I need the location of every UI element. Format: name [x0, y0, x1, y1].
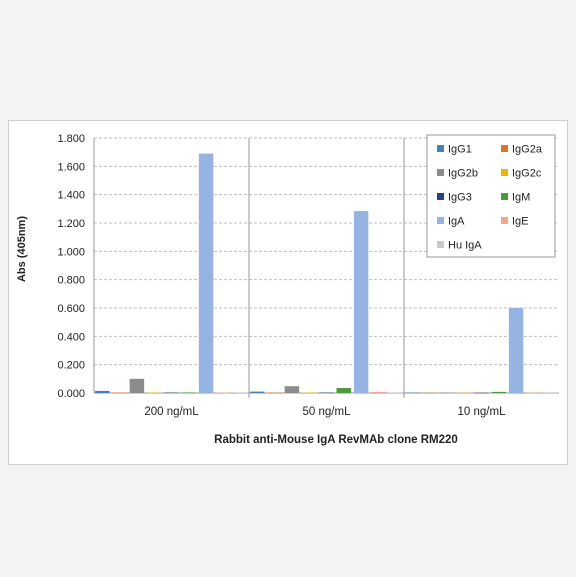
- bar-chart: 0.000 0.200 0.400 0.600 0.800 1.000 1.200 1.400…: [16, 133, 559, 446]
- y-tick-label: 1.800: [57, 133, 85, 145]
- chart-frame: 0.000 0.200 0.400 0.600 0.800 1.000 1.200 1.400…: [8, 120, 568, 465]
- legend-entry-label: IgG2c: [512, 168, 542, 180]
- bars: [95, 153, 558, 394]
- bar-igm: [181, 392, 197, 393]
- legend-entry-label: IgG2b: [448, 168, 478, 180]
- legend-entry-label: IgE: [512, 216, 529, 228]
- y-tick-label: 0.400: [57, 331, 85, 343]
- x-category-label: 200 ng/mL: [144, 406, 199, 418]
- legend-swatch: [501, 217, 508, 224]
- y-tick-label: 1.600: [57, 161, 85, 173]
- y-tick-label: 0.800: [57, 275, 85, 287]
- bar-iga: [508, 308, 524, 393]
- bar-igm: [491, 391, 507, 393]
- bar-igg2c: [146, 392, 162, 394]
- bar-igg2b: [284, 386, 300, 393]
- legend-swatch: [437, 193, 444, 200]
- legend-swatch: [501, 145, 508, 152]
- bar-igg2b: [439, 392, 455, 394]
- y-axis-ticks: 0.000 0.200 0.400 0.600 0.800 1.000 1.200 1.400…: [57, 133, 85, 400]
- bar-igg2a: [422, 392, 437, 394]
- y-tick-label: 1.200: [57, 218, 85, 230]
- legend-entry-label: IgG2a: [512, 144, 543, 156]
- x-axis-categories: 200 ng/mL 50 ng/mL 10 ng/mL: [144, 406, 506, 418]
- y-tick-label: 0.200: [57, 360, 85, 372]
- legend-swatch: [437, 241, 444, 248]
- bar-igg3: [164, 392, 179, 394]
- y-tick-label: 0.000: [57, 388, 85, 400]
- legend-swatch: [437, 217, 444, 224]
- bar-igg2c: [301, 392, 317, 394]
- legend: IgG1 IgG2a IgG2b IgG2c IgG3 IgM IgA IgE Hu IgA: [426, 134, 556, 258]
- bar-igg2c: [456, 392, 472, 394]
- bar-hu-iga: [543, 392, 558, 394]
- y-tick-label: 0.600: [57, 303, 85, 315]
- legend-entry-label: IgG1: [448, 144, 472, 156]
- bar-igg2a: [112, 392, 127, 394]
- bar-igg3: [474, 392, 489, 394]
- y-axis-label: Abs (405nm): [16, 216, 28, 282]
- bar-hu-iga: [388, 392, 403, 394]
- x-category-label: 50 ng/mL: [303, 406, 352, 418]
- legend-entry-label: IgG3: [448, 192, 472, 204]
- legend-swatch: [501, 169, 508, 176]
- bar-igg2b: [129, 378, 145, 393]
- bar-hu-iga: [233, 392, 248, 394]
- legend-swatch: [437, 145, 444, 152]
- legend-box: [426, 134, 556, 258]
- bar-igg2a: [267, 392, 282, 394]
- bar-igg3: [319, 392, 334, 394]
- bar-ige: [371, 391, 386, 393]
- y-tick-label: 1.000: [57, 246, 85, 258]
- bar-igm: [336, 388, 352, 393]
- legend-entry-label: Hu IgA: [448, 240, 482, 252]
- bar-igg1: [250, 391, 265, 393]
- legend-swatch: [437, 169, 444, 176]
- legend-swatch: [501, 193, 508, 200]
- legend-entry-label: IgA: [448, 216, 465, 228]
- bar-iga: [353, 210, 369, 393]
- legend-entry-label: IgM: [512, 192, 530, 204]
- bar-ige: [526, 392, 541, 394]
- x-category-label: 10 ng/mL: [458, 406, 507, 418]
- bar-igg1: [95, 390, 110, 393]
- x-axis-label: Rabbit anti-Mouse IgA RevMAb clone RM220: [214, 434, 458, 446]
- bar-iga: [198, 153, 214, 393]
- bar-igg1: [405, 392, 420, 394]
- bar-ige: [216, 392, 231, 394]
- y-tick-label: 1.400: [57, 190, 85, 202]
